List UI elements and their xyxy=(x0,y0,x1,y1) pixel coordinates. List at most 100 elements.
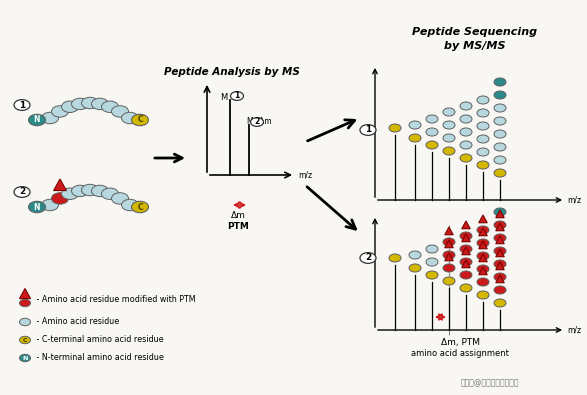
Polygon shape xyxy=(496,236,504,244)
Circle shape xyxy=(426,258,438,266)
Circle shape xyxy=(460,115,472,123)
Circle shape xyxy=(62,188,79,199)
Circle shape xyxy=(409,121,421,129)
Circle shape xyxy=(443,238,455,246)
Circle shape xyxy=(477,109,489,117)
Circle shape xyxy=(426,141,438,149)
Circle shape xyxy=(102,101,119,113)
Text: M+Δm: M+Δm xyxy=(246,117,272,126)
Text: M: M xyxy=(220,92,228,102)
Circle shape xyxy=(122,199,139,211)
Circle shape xyxy=(389,124,401,132)
Circle shape xyxy=(477,226,489,234)
Polygon shape xyxy=(496,262,504,270)
Circle shape xyxy=(477,122,489,130)
Circle shape xyxy=(494,91,506,99)
Circle shape xyxy=(19,354,31,362)
Circle shape xyxy=(494,299,506,307)
Text: Peptide Sequencing: Peptide Sequencing xyxy=(413,27,538,37)
Circle shape xyxy=(494,247,506,255)
Text: amino acid assignment: amino acid assignment xyxy=(411,350,509,359)
Circle shape xyxy=(443,147,455,155)
Circle shape xyxy=(443,134,455,142)
Circle shape xyxy=(494,78,506,86)
Circle shape xyxy=(19,336,31,344)
Circle shape xyxy=(460,258,472,266)
Circle shape xyxy=(494,169,506,177)
Text: m/z: m/z xyxy=(567,196,581,205)
Text: Δm, PTM: Δm, PTM xyxy=(440,337,480,346)
Circle shape xyxy=(409,264,421,272)
Text: PTM: PTM xyxy=(227,222,249,231)
Circle shape xyxy=(122,112,139,124)
Circle shape xyxy=(443,121,455,129)
Circle shape xyxy=(112,106,129,117)
Polygon shape xyxy=(462,247,470,255)
Circle shape xyxy=(19,299,31,307)
Polygon shape xyxy=(479,267,487,275)
Circle shape xyxy=(494,286,506,294)
Text: - N-terminal amino acid residue: - N-terminal amino acid residue xyxy=(34,354,164,363)
Text: 搜狐号@百济派克生物科技: 搜狐号@百济派克生物科技 xyxy=(461,378,519,387)
Circle shape xyxy=(409,134,421,142)
Circle shape xyxy=(477,252,489,260)
Circle shape xyxy=(426,128,438,136)
Circle shape xyxy=(102,188,119,199)
Circle shape xyxy=(72,98,89,110)
Polygon shape xyxy=(496,210,504,218)
Polygon shape xyxy=(479,228,487,236)
Polygon shape xyxy=(19,288,31,299)
Polygon shape xyxy=(479,254,487,262)
Circle shape xyxy=(426,245,438,253)
Circle shape xyxy=(477,239,489,247)
Polygon shape xyxy=(496,275,504,283)
Circle shape xyxy=(92,98,109,110)
Text: 2: 2 xyxy=(19,188,25,196)
Circle shape xyxy=(131,114,149,126)
Polygon shape xyxy=(462,260,470,268)
Circle shape xyxy=(389,254,401,262)
Circle shape xyxy=(112,193,129,204)
Text: 2: 2 xyxy=(365,254,371,263)
Circle shape xyxy=(82,97,99,109)
Circle shape xyxy=(494,117,506,125)
Polygon shape xyxy=(479,241,487,249)
Text: N: N xyxy=(22,356,28,361)
Polygon shape xyxy=(496,223,504,231)
Circle shape xyxy=(443,264,455,272)
Circle shape xyxy=(29,114,46,126)
Circle shape xyxy=(477,135,489,143)
Text: Peptide Analysis by MS: Peptide Analysis by MS xyxy=(164,67,300,77)
Polygon shape xyxy=(53,179,66,190)
Text: N: N xyxy=(33,115,41,124)
Circle shape xyxy=(426,115,438,123)
Text: C: C xyxy=(23,337,27,342)
Circle shape xyxy=(231,92,244,100)
Text: 1: 1 xyxy=(234,92,239,100)
Circle shape xyxy=(92,185,109,197)
Circle shape xyxy=(29,201,46,213)
Circle shape xyxy=(494,260,506,268)
Circle shape xyxy=(42,112,59,124)
Circle shape xyxy=(360,253,376,263)
Circle shape xyxy=(52,106,69,117)
Circle shape xyxy=(494,104,506,112)
Circle shape xyxy=(494,221,506,229)
Circle shape xyxy=(52,193,69,204)
Circle shape xyxy=(494,208,506,216)
Circle shape xyxy=(251,118,264,126)
Polygon shape xyxy=(462,221,470,229)
Circle shape xyxy=(477,148,489,156)
Polygon shape xyxy=(445,253,453,261)
Circle shape xyxy=(477,161,489,169)
Circle shape xyxy=(460,284,472,292)
Circle shape xyxy=(460,102,472,110)
Polygon shape xyxy=(496,249,504,257)
Circle shape xyxy=(460,141,472,149)
Polygon shape xyxy=(462,234,470,242)
Circle shape xyxy=(460,154,472,162)
Circle shape xyxy=(14,186,30,198)
Text: - Amino acid residue modified with PTM: - Amino acid residue modified with PTM xyxy=(34,295,195,303)
Text: by MS/MS: by MS/MS xyxy=(444,41,506,51)
Text: - C-terminal amino acid residue: - C-terminal amino acid residue xyxy=(34,335,164,344)
